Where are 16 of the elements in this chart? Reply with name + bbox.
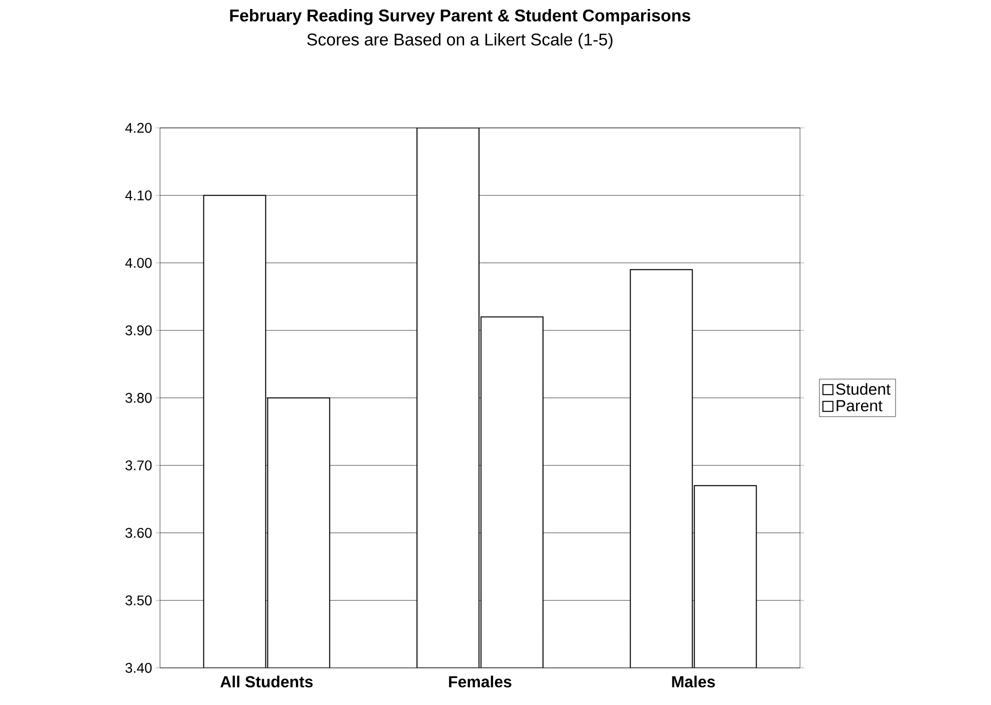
- y-tick-label: 3.80: [125, 392, 152, 403]
- chart-title: February Reading Survey Parent & Student Comparisons: [230, 9, 690, 25]
- x-tick-label: Males: [672, 676, 715, 688]
- y-tick-label: 3.50: [125, 595, 152, 606]
- y-tick-label: 4.00: [125, 258, 152, 268]
- y-tick-label: 3.40: [125, 662, 152, 673]
- text: Student: [836, 383, 890, 395]
- y-tick-label: 3.70: [125, 460, 152, 470]
- x-tick-label: All Students: [220, 676, 313, 688]
- y-tick-label: 3.60: [125, 528, 152, 538]
- y-tick-label: 4.10: [125, 190, 152, 200]
- text: Parent: [836, 400, 882, 412]
- x-tick-label: Females: [449, 676, 512, 688]
- y-tick-label: 3.90: [125, 325, 152, 336]
- y-tick-label: 4.20: [125, 122, 152, 133]
- chart-subtitle: Scores are Based on a Likert Scale (1-5): [307, 33, 612, 49]
